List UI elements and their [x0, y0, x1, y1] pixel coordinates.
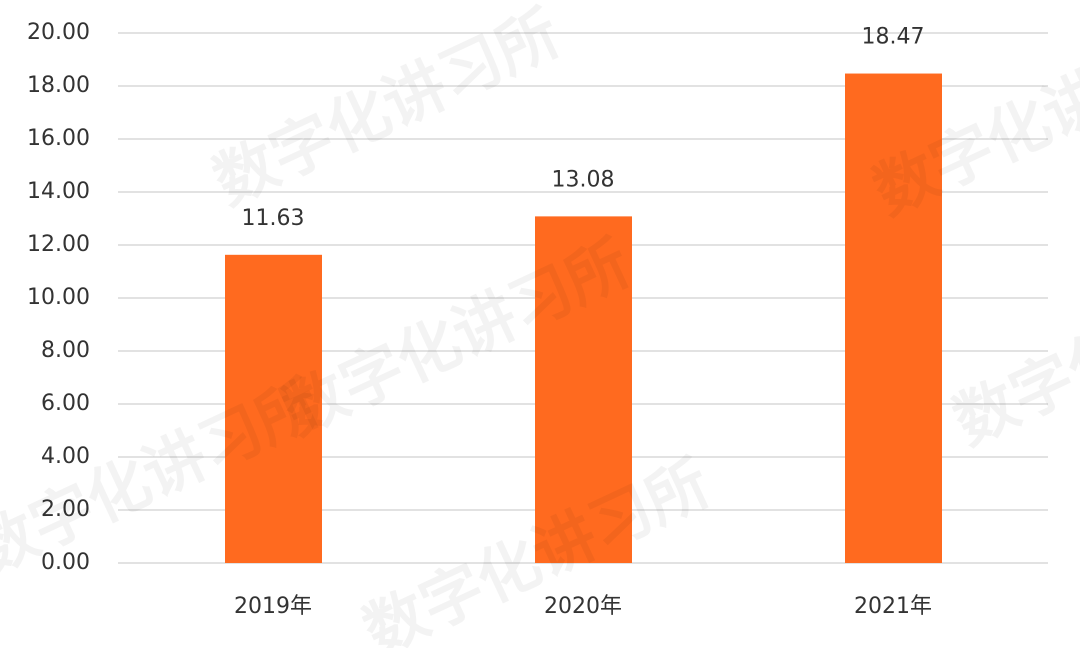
y-tick-label: 10.00	[27, 285, 90, 310]
x-tick-label: 2019年	[234, 594, 312, 619]
watermark: 数字化讲习所	[943, 236, 1080, 459]
y-tick-label: 18.00	[27, 73, 90, 98]
value-label: 18.47	[862, 25, 925, 50]
value-label: 13.08	[552, 167, 615, 192]
bar	[535, 216, 632, 563]
x-tick-label: 2020年	[544, 594, 622, 619]
y-tick-label: 4.00	[41, 444, 90, 469]
bar	[845, 73, 942, 564]
value-label: 11.63	[242, 206, 305, 231]
y-tick-label: 20.00	[27, 20, 90, 45]
x-tick-label: 2021年	[854, 594, 932, 619]
y-tick-label: 8.00	[41, 338, 90, 363]
y-tick-label: 12.00	[27, 232, 90, 257]
y-tick-label: 6.00	[41, 391, 90, 416]
y-tick-label: 0.00	[41, 550, 90, 575]
y-tick-label: 14.00	[27, 179, 90, 204]
y-tick-label: 2.00	[41, 497, 90, 522]
y-tick-label: 16.00	[27, 126, 90, 151]
bar	[225, 254, 322, 563]
